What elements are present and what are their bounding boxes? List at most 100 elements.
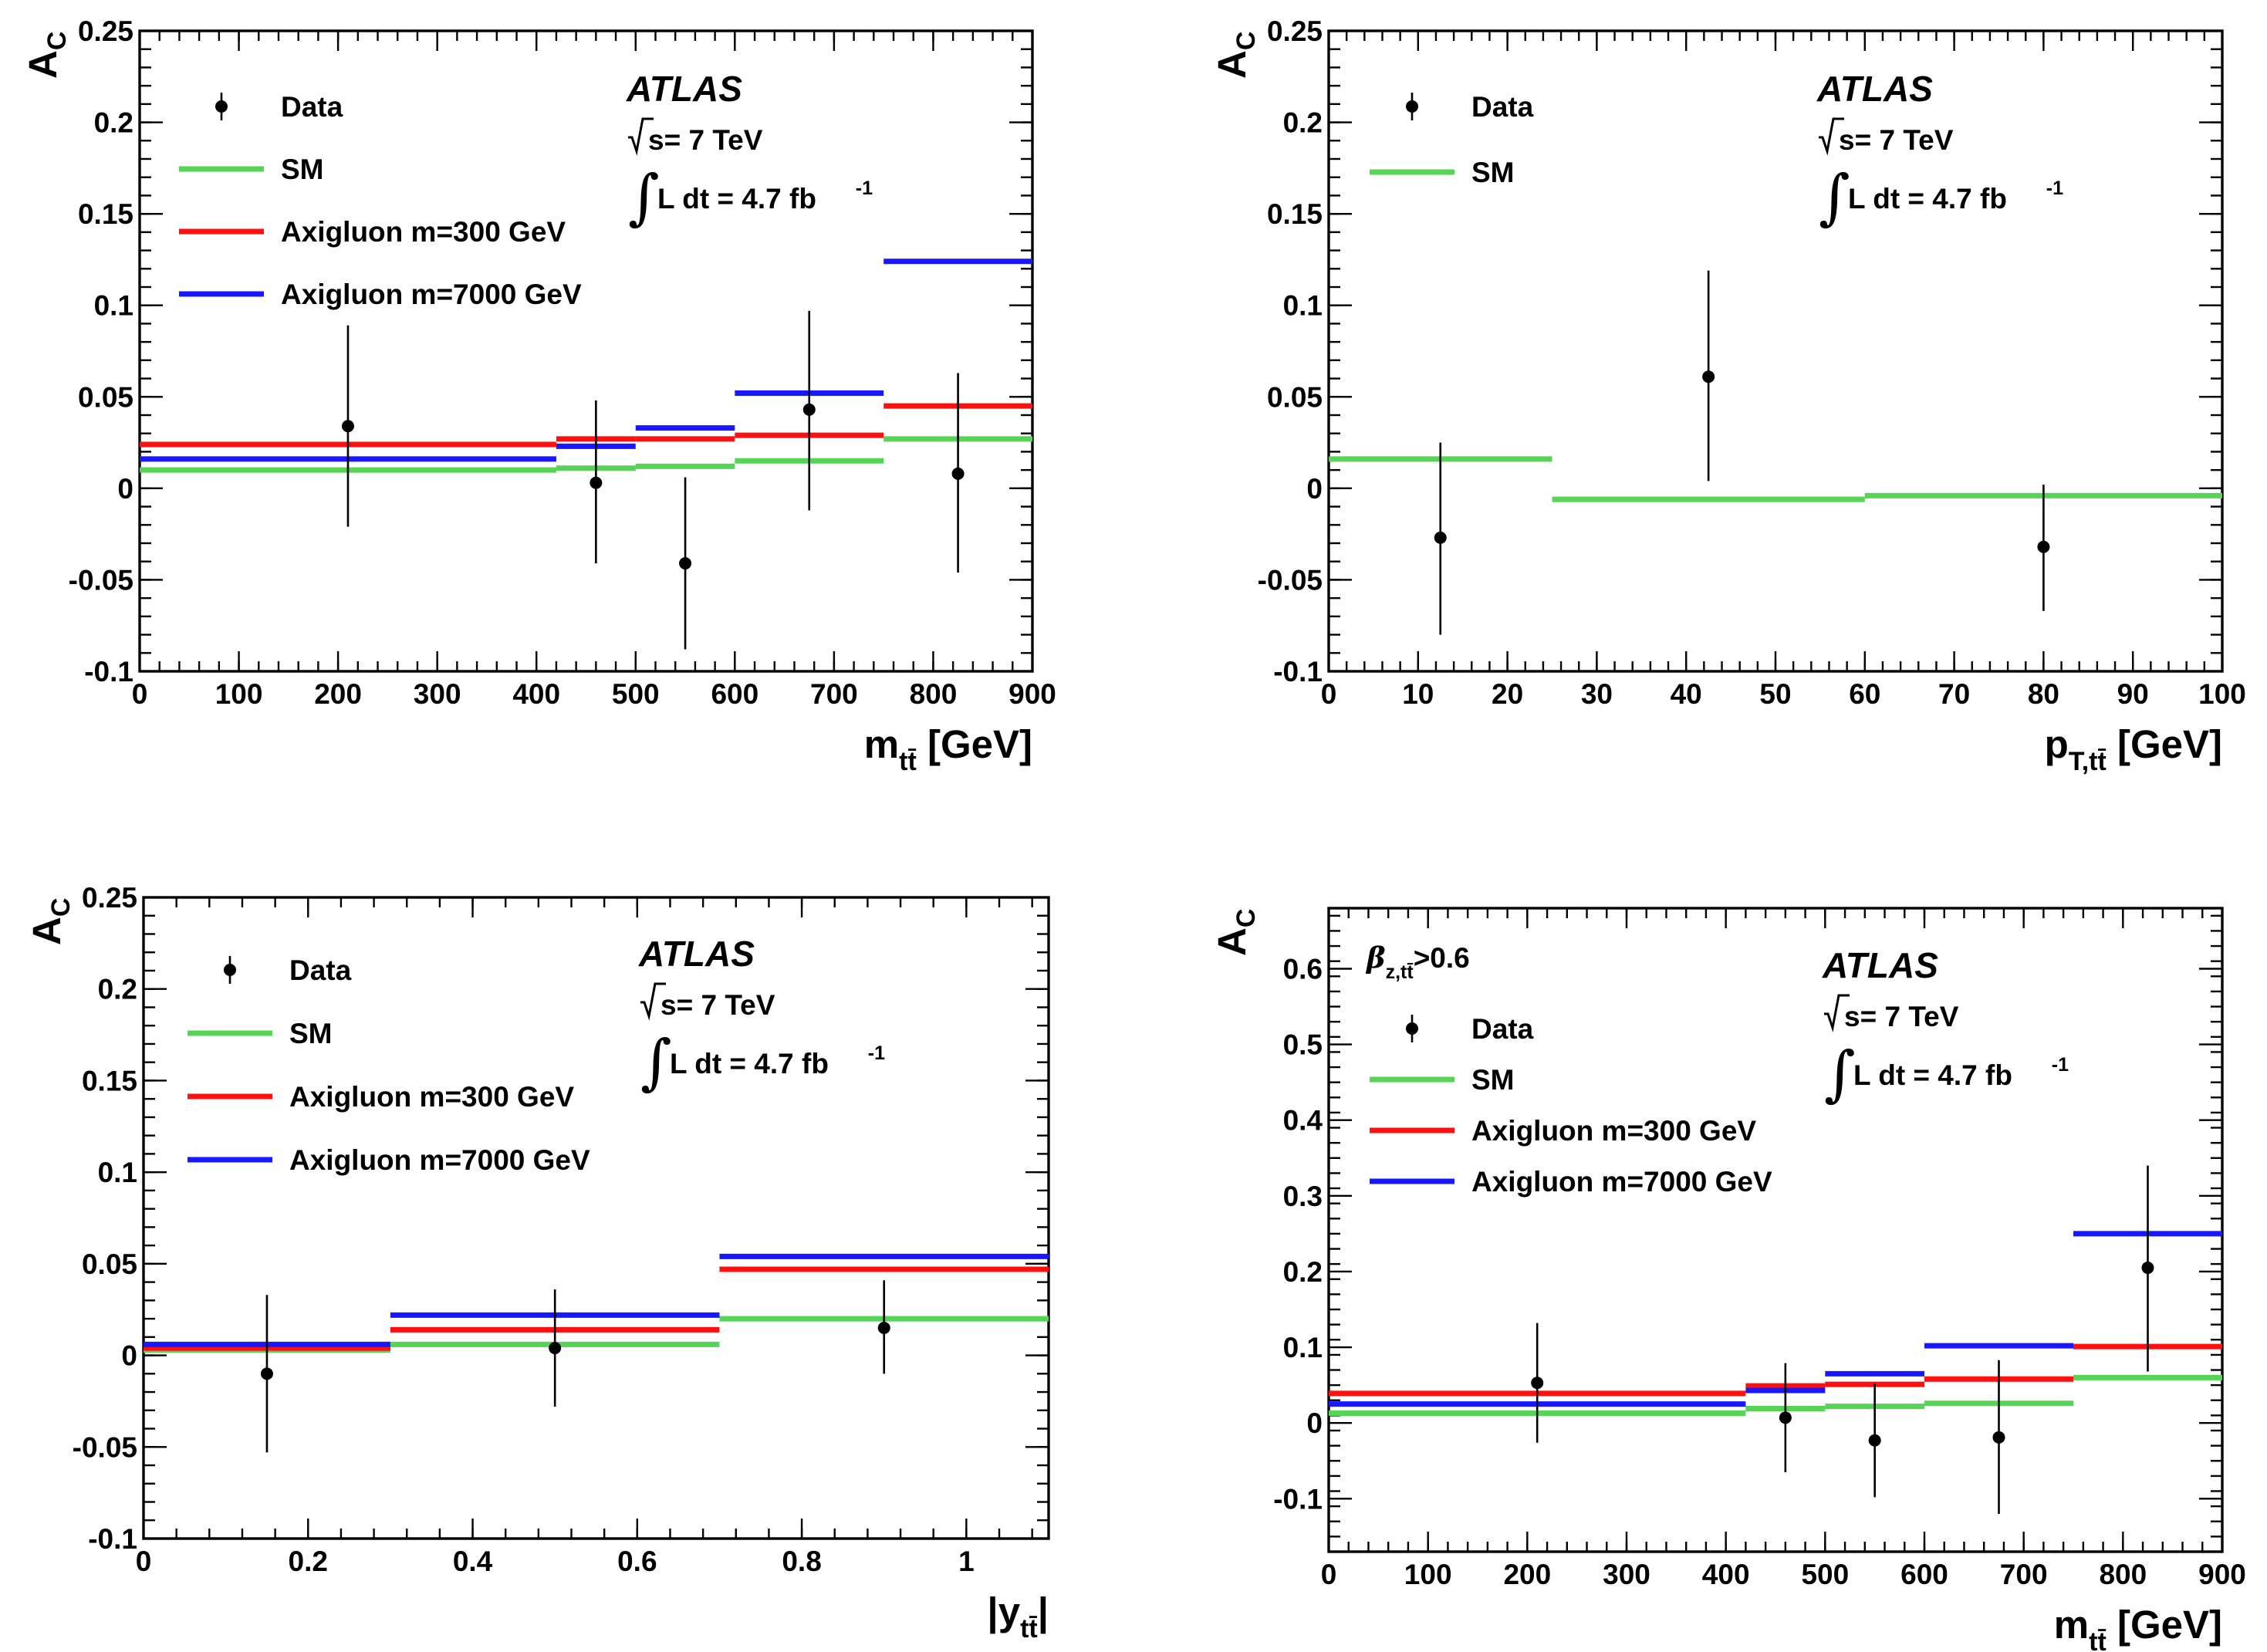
y-axis-title-sub: C — [42, 32, 72, 51]
data-point — [1702, 370, 1715, 383]
legend-entry-label: Data — [1471, 91, 1534, 123]
y-tick-label: -0.05 — [69, 564, 133, 596]
legend-data-marker — [224, 964, 236, 976]
legend-entry-label: Data — [1471, 1013, 1534, 1045]
luminosity-exponent: -1 — [856, 177, 873, 199]
x-tick-label: 1 — [958, 1546, 975, 1577]
y-tick-label: 0.2 — [94, 107, 133, 139]
y-axis-title-sub: C — [1231, 909, 1261, 928]
y-tick-label: -0.05 — [73, 1431, 137, 1463]
y-tick-label: 0.05 — [1267, 381, 1323, 413]
x-tick-label: 90 — [2117, 678, 2149, 710]
legend-entry-label: Data — [281, 91, 343, 123]
x-tick-label: 50 — [1759, 678, 1791, 710]
x-tick-label: 80 — [2028, 678, 2059, 710]
data-point — [877, 1321, 890, 1334]
data-point — [679, 557, 692, 570]
legend-data-marker — [1406, 100, 1418, 113]
x-axis-title-main: m — [864, 722, 899, 766]
data-point — [1779, 1411, 1792, 1424]
legend-entry-label: SM — [281, 154, 324, 185]
y-axis-title: AC — [21, 32, 72, 79]
x-tick-label: 400 — [1702, 1559, 1750, 1590]
x-tick-label: 100 — [2198, 678, 2246, 710]
data-point — [951, 467, 965, 480]
x-tick-label: 40 — [1671, 678, 1702, 710]
legend-entry-label: SM — [1471, 1064, 1515, 1096]
integral-symbol: ∫ — [1824, 1039, 1856, 1109]
x-tick-label: 0 — [136, 1546, 152, 1577]
y-axis-title-sub: C — [46, 898, 76, 917]
luminosity-exponent: -1 — [868, 1042, 885, 1064]
data-point — [341, 420, 354, 433]
x-tick-label: 700 — [810, 678, 858, 710]
energy-label: s= 7 TeV — [661, 989, 775, 1021]
x-tick-label: 0 — [1321, 1559, 1337, 1590]
x-axis-title-main: |y — [987, 1590, 1020, 1634]
y-tick-label: -0.1 — [84, 656, 133, 687]
x-tick-label: 500 — [1801, 1559, 1849, 1590]
legend-entry-label: Axigluon m=300 GeV — [281, 216, 566, 248]
y-tick-label: 0.1 — [94, 290, 133, 322]
legend-entry-label: Axigluon m=7000 GeV — [1471, 1166, 1772, 1198]
y-tick-label: 0 — [121, 1340, 137, 1372]
y-tick-label: 0.2 — [98, 974, 137, 1005]
y-tick-label: 0.1 — [1283, 1332, 1323, 1363]
y-tick-label: 0 — [117, 473, 133, 505]
y-tick-label: 0.5 — [1283, 1029, 1323, 1061]
y-tick-label: -0.1 — [1273, 1483, 1323, 1515]
y-tick-label: 0.2 — [1283, 107, 1323, 139]
series-layer — [1329, 1231, 2222, 1416]
selection-label-sub: z,tt̄ — [1386, 961, 1414, 983]
x-axis-title-unit: | — [1038, 1590, 1049, 1634]
series-layer — [144, 1253, 1049, 1353]
data-point — [1868, 1434, 1881, 1447]
series-layer — [1329, 456, 2222, 502]
x-tick-label: 0 — [1321, 678, 1337, 710]
data-point — [802, 403, 816, 416]
y-axis-title: AC — [25, 898, 76, 945]
luminosity-label: L dt = 4.7 fb — [1848, 183, 2007, 215]
legend-entry-label: SM — [289, 1018, 333, 1049]
y-axis-title-main: A — [1210, 927, 1254, 956]
y-tick-label: 0 — [1306, 473, 1323, 505]
selection-label-value: >0.6 — [1414, 942, 1470, 974]
y-tick-label: 0.1 — [98, 1157, 137, 1188]
x-tick-label: 400 — [512, 678, 560, 710]
data-point — [1434, 531, 1447, 544]
legend-entry-label: Axigluon m=7000 GeV — [281, 279, 582, 310]
x-tick-label: 600 — [1900, 1559, 1948, 1590]
y-tick-label: 0.25 — [82, 882, 137, 914]
data-point — [549, 1342, 562, 1355]
x-axis-title-unit: [GeV] — [917, 722, 1032, 766]
y-tick-label: 0.15 — [78, 198, 133, 230]
plot-frame — [1327, 907, 2224, 1553]
atlas-label: ATLAS — [1816, 69, 1933, 109]
data-point — [1992, 1431, 2005, 1444]
luminosity-exponent: -1 — [2046, 177, 2063, 199]
energy-label: s= 7 TeV — [1844, 1001, 1959, 1032]
sqrt-symbol — [640, 982, 666, 1021]
plot-frame — [142, 896, 1050, 1540]
legend-entry-label: Axigluon m=300 GeV — [1471, 1115, 1756, 1147]
chart-panel-ytt: 0 0.2 0.4 0.6 0.8 1 -0.1 -0.05 0 0.05 0.1 0.15 0.2 0.… — [25, 882, 1050, 1644]
x-tick-label: 10 — [1402, 678, 1434, 710]
data-point — [590, 476, 603, 489]
y-axis-title: AC — [1210, 32, 1261, 79]
y-tick-label: 0.15 — [82, 1065, 137, 1096]
x-axis-title: pT,tt̄ [GeV] — [2045, 722, 2222, 776]
x-tick-label: 0 — [132, 678, 148, 710]
x-tick-label: 0.4 — [453, 1546, 493, 1577]
y-axis-title-main: A — [1210, 50, 1254, 79]
x-tick-label: 20 — [1492, 678, 1523, 710]
x-tick-label: 100 — [1404, 1559, 1452, 1590]
luminosity-label: L dt = 4.7 fb — [670, 1048, 829, 1079]
x-axis-title-sub: tt̄ — [2089, 1627, 2107, 1652]
x-axis-title-main: p — [2045, 722, 2069, 766]
chart-panel-pt: 0 10 20 30 40 50 60 70 80 90 100 -0.1 -0.05 0 0.05 0.1 0… — [1210, 15, 2246, 776]
legend-entry-label: SM — [1471, 157, 1515, 188]
integral-symbol: ∫ — [1819, 163, 1850, 232]
legend-entry-label: Data — [289, 954, 352, 986]
data-point — [2037, 540, 2050, 553]
